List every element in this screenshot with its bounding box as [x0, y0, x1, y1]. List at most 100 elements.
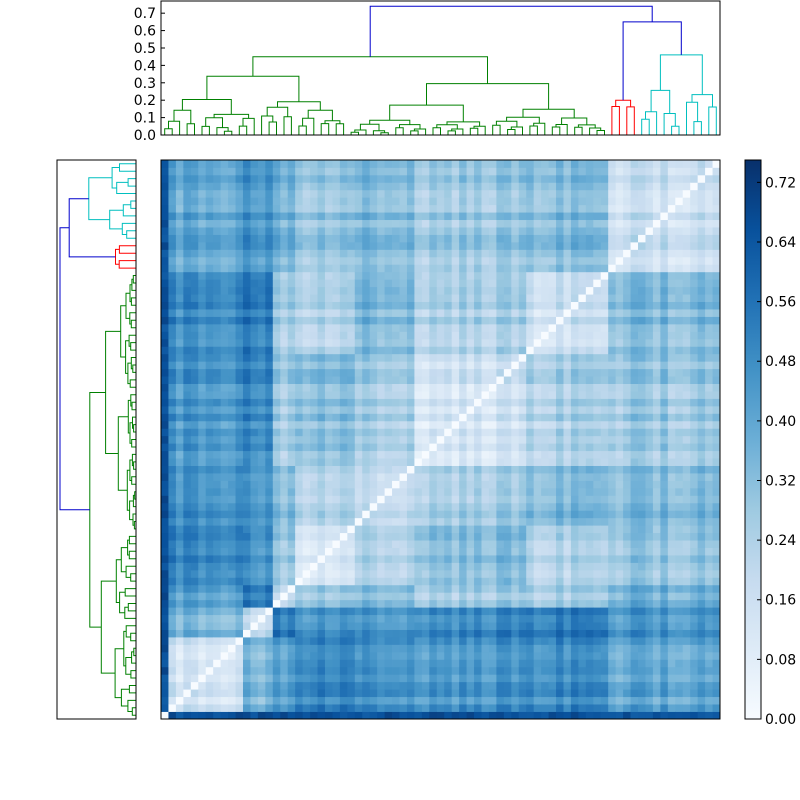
heatmap-cell [213, 666, 222, 675]
heatmap-cell [548, 517, 557, 526]
heatmap-cell [474, 241, 482, 250]
heatmap-cell [414, 361, 423, 370]
heatmap-cell [406, 622, 415, 630]
heatmap-cell [220, 174, 229, 183]
heatmap-cell [578, 569, 587, 578]
heatmap-cell [593, 361, 602, 370]
heatmap-cell [436, 517, 445, 526]
heatmap-cell [302, 197, 311, 206]
heatmap-cell [213, 450, 222, 459]
heatmap-cell [518, 405, 527, 414]
heatmap-cell [429, 301, 438, 310]
dendrogram-link [201, 125, 210, 135]
heatmap-cell [287, 681, 296, 690]
heatmap-cell [459, 316, 467, 325]
heatmap-cell [406, 398, 415, 407]
heatmap-cell [235, 555, 244, 563]
heatmap-cell [198, 510, 207, 519]
heatmap-cell [511, 301, 520, 310]
heatmap-cell [503, 286, 512, 295]
heatmap-cell [250, 264, 259, 273]
heatmap-cell [541, 413, 549, 422]
heatmap-cell [302, 480, 311, 489]
heatmap-cell [451, 316, 460, 325]
heatmap-cell [600, 458, 609, 466]
heatmap-cell [198, 212, 207, 221]
heatmap-cell [161, 323, 169, 332]
heatmap-cell [593, 301, 602, 310]
heatmap-cell [228, 316, 236, 325]
heatmap-cell [272, 182, 281, 191]
heatmap-cell [600, 637, 609, 645]
heatmap-cell [369, 323, 378, 332]
heatmap-cell [220, 681, 229, 690]
heatmap-cell [205, 622, 214, 630]
heatmap-cell [488, 316, 497, 325]
heatmap-cell [205, 555, 214, 563]
heatmap-cell [429, 241, 438, 250]
heatmap-cell [503, 160, 512, 168]
heatmap-cell [503, 696, 512, 705]
heatmap-cell [175, 234, 184, 243]
heatmap-cell [474, 569, 482, 578]
heatmap-cell [257, 651, 266, 660]
heatmap-cell [541, 696, 549, 705]
heatmap-cell [242, 696, 251, 705]
heatmap-cell [585, 189, 594, 198]
heatmap-cell [556, 584, 564, 593]
heatmap-cell [168, 651, 177, 660]
heatmap-cell [280, 674, 289, 683]
heatmap-cell [608, 622, 617, 630]
heatmap-cell [548, 622, 557, 630]
heatmap-cell [310, 241, 318, 250]
heatmap-cell [257, 413, 266, 422]
heatmap-cell [436, 473, 445, 481]
heatmap-cell [533, 301, 542, 310]
heatmap-cell [608, 241, 617, 250]
heatmap-cell [563, 361, 572, 370]
heatmap-cell [496, 294, 505, 303]
heatmap-cell [429, 711, 438, 720]
heatmap-cell [578, 241, 587, 250]
heatmap-cell [429, 338, 438, 347]
heatmap-cell [175, 659, 184, 668]
heatmap-cell [533, 502, 542, 511]
heatmap-cell [228, 629, 236, 638]
heatmap-cell [548, 711, 557, 720]
heatmap-cell [518, 227, 527, 235]
heatmap-cell [556, 480, 564, 489]
heatmap-cell [242, 480, 251, 489]
heatmap-cell [302, 487, 311, 496]
heatmap-cell [369, 294, 378, 303]
heatmap-cell [198, 696, 207, 705]
heatmap-cell [414, 495, 423, 504]
heatmap-cell [205, 487, 214, 496]
heatmap-cell [526, 637, 535, 645]
heatmap-cell [332, 249, 341, 258]
heatmap-cell [600, 711, 609, 720]
heatmap-cell [623, 301, 631, 310]
heatmap-cell [466, 398, 475, 407]
heatmap-cell [526, 264, 535, 273]
heatmap-cell [615, 637, 624, 645]
heatmap-cell [503, 428, 512, 437]
heatmap-cell [310, 487, 318, 496]
heatmap-cell [369, 495, 378, 504]
heatmap-cell [354, 182, 363, 191]
heatmap-cell [399, 502, 408, 511]
heatmap-cell [518, 696, 527, 705]
heatmap-cell [466, 279, 475, 288]
heatmap-cell [242, 562, 251, 571]
heatmap-cell [310, 540, 318, 548]
heatmap-cell [511, 271, 520, 280]
heatmap-cell [630, 249, 639, 258]
heatmap-cell [585, 219, 594, 228]
heatmap-cell [190, 435, 199, 444]
heatmap-cell [436, 547, 445, 556]
heatmap-cell [436, 413, 445, 422]
heatmap-cell [235, 614, 244, 623]
heatmap-cell [324, 510, 333, 519]
heatmap-cell [406, 681, 415, 690]
heatmap-cell [548, 301, 557, 310]
heatmap-cell [287, 517, 296, 526]
